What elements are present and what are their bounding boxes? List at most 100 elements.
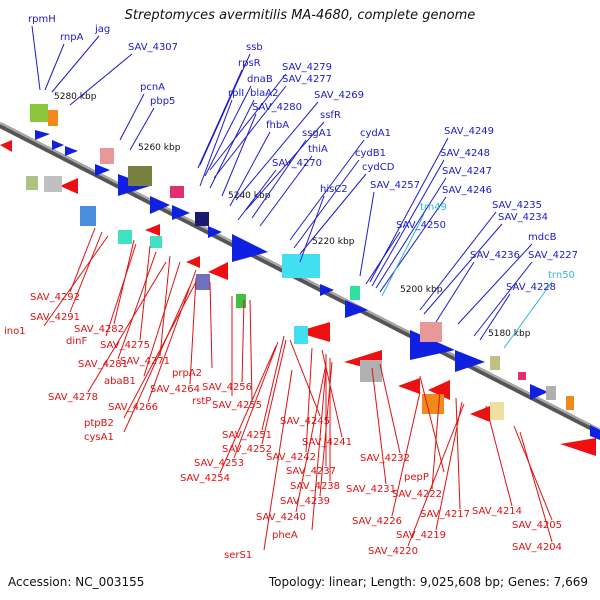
gene-label[interactable]: SAV_4292 [30, 292, 80, 303]
gene-arrow [296, 322, 330, 342]
gene-label[interactable]: SAV_4222 [392, 489, 442, 500]
gene-label[interactable]: SAV_4227 [528, 250, 578, 261]
gene-label[interactable]: SAV_4228 [506, 282, 556, 293]
gene-label[interactable]: SAV_4275 [100, 340, 150, 351]
gene-label[interactable]: SAV_4271 [120, 356, 170, 367]
gene-label[interactable]: hisC2 [320, 184, 348, 195]
gene-label[interactable]: SAV_4241 [302, 437, 352, 448]
leader-line [419, 375, 445, 473]
gene-label[interactable]: SAV_4214 [472, 506, 522, 517]
gene-label[interactable]: SAV_4237 [286, 466, 336, 477]
leader-line [235, 101, 319, 201]
gene-label[interactable]: ino1 [4, 326, 26, 337]
gene-label[interactable]: SAV_4232 [360, 453, 410, 464]
gene-label[interactable]: SAV_4257 [370, 180, 420, 191]
gene-label[interactable]: rstP [192, 396, 211, 407]
gene-label[interactable]: SAV_4279 [282, 62, 332, 73]
gene-arrow [398, 378, 420, 394]
gene-label[interactable]: SAV_4235 [492, 200, 542, 211]
leader-line [119, 93, 145, 141]
gene-label[interactable]: SAV_4307 [128, 42, 178, 53]
gene-label[interactable]: SAV_4266 [108, 402, 158, 413]
gene-label[interactable]: rpsR [238, 58, 261, 69]
leader-line [245, 121, 325, 211]
gene-label[interactable]: cydCD [362, 162, 395, 173]
leader-line [371, 159, 445, 287]
gene-label[interactable]: SAV_4278 [48, 392, 98, 403]
gene-label[interactable]: cydB1 [355, 148, 386, 159]
gene-label[interactable]: rpmH [28, 14, 56, 25]
gene-label[interactable]: SAV_4217 [420, 509, 470, 520]
gene-label[interactable]: trn49 [420, 202, 447, 213]
gene-label[interactable]: SAV_4226 [352, 516, 402, 527]
gene-label[interactable]: SAV_4250 [396, 220, 446, 231]
gene-label[interactable]: SAV_4248 [440, 148, 490, 159]
gene-label[interactable]: dinF [66, 336, 87, 347]
gene-label[interactable]: blaA2 [250, 88, 278, 99]
leader-line [241, 299, 245, 383]
leader-line [209, 73, 287, 171]
gene-label[interactable]: SAV_4255 [212, 400, 262, 411]
gene-label[interactable]: SAV_4204 [512, 542, 562, 553]
gene-label[interactable]: ptpB2 [84, 418, 114, 429]
gene-label[interactable]: pepP [404, 472, 429, 483]
gene-label[interactable]: SAV_4251 [222, 430, 272, 441]
gene-label[interactable]: cydA1 [360, 128, 391, 139]
gene-label[interactable]: pheA [272, 530, 298, 541]
gene-label[interactable]: SAV_4242 [266, 452, 316, 463]
gene-label[interactable]: SAV_4240 [256, 512, 306, 523]
gene-label[interactable]: prpA2 [172, 368, 202, 379]
gene-label[interactable]: SAV_4264 [150, 384, 200, 395]
gene-label[interactable]: abaB1 [104, 376, 136, 387]
gene-label[interactable]: SAV_4236 [470, 250, 520, 261]
gene-label[interactable]: SAV_4231 [346, 484, 396, 495]
gene-label[interactable]: dnaB [247, 74, 273, 85]
gene-label[interactable]: SAV_4219 [396, 530, 446, 541]
leader-line [379, 196, 447, 293]
gene-label[interactable]: SAV_4220 [368, 546, 418, 557]
gene-label[interactable]: ssfR [320, 110, 341, 121]
gene-label[interactable]: fhbA [266, 120, 289, 131]
gene-label[interactable]: SAV_4291 [30, 312, 80, 323]
gene-label[interactable]: SAV_4247 [442, 166, 492, 177]
gene-arrow [52, 140, 64, 150]
gene-label[interactable]: ssgA1 [302, 128, 332, 139]
gene-label[interactable]: SAV_4277 [282, 74, 332, 85]
gene-label[interactable]: SAV_4270 [272, 158, 322, 169]
gene-label[interactable]: rnpA [60, 32, 84, 43]
gene-label[interactable]: rplI [228, 88, 244, 99]
gene-label[interactable]: SAV_4256 [202, 382, 252, 393]
gene-label[interactable]: pcnA [140, 82, 165, 93]
gene-label[interactable]: mdcB [528, 232, 557, 243]
gene-label[interactable]: SAV_4205 [512, 520, 562, 531]
gene-label[interactable]: SAV_4280 [252, 102, 302, 113]
gene-label[interactable]: SAV_4282 [74, 324, 124, 335]
gene-label[interactable]: SAV_4269 [314, 90, 364, 101]
gene-label[interactable]: SAV_4249 [444, 126, 494, 137]
gene-label[interactable]: ssb [246, 42, 263, 53]
gene-label[interactable]: SAV_4252 [222, 444, 272, 455]
feature-block [48, 110, 58, 126]
leader-line [423, 223, 503, 315]
leader-line [381, 213, 425, 297]
gene-label[interactable]: SAV_4253 [194, 458, 244, 469]
gene-label[interactable]: serS1 [224, 550, 252, 561]
gene-label[interactable]: jag [94, 24, 110, 35]
gene-label[interactable]: SAV_4234 [498, 212, 548, 223]
feature-block [80, 206, 96, 226]
gene-label[interactable]: pbp5 [150, 96, 175, 107]
gene-label[interactable]: trn50 [548, 270, 575, 281]
gene-label[interactable]: SAV_4245 [280, 416, 330, 427]
gene-label[interactable]: SAV_4246 [442, 185, 492, 196]
leader-line [251, 139, 307, 219]
gene-label[interactable]: SAV_4254 [180, 473, 230, 484]
gene-label[interactable]: SAV_4281 [78, 359, 128, 370]
gene-label[interactable]: cysA1 [84, 432, 114, 443]
gene-label[interactable]: SAV_4239 [280, 496, 330, 507]
genome-summary: Topology: linear; Length: 9,025,608 bp; … [268, 575, 588, 589]
gene-label[interactable]: SAV_4238 [290, 481, 340, 492]
leader-line [261, 339, 287, 445]
gene-label[interactable]: thiA [308, 144, 328, 155]
